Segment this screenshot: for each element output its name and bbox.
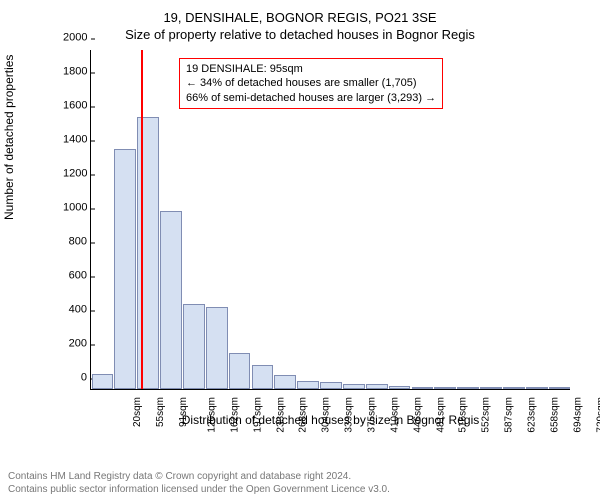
histogram-bar [412,387,434,389]
x-tick: 623sqm [528,393,538,433]
histogram-bar [274,375,296,389]
y-tick: 800 [63,237,91,248]
footer-line: Contains HM Land Registry data © Crown c… [8,470,390,483]
histogram-bar [503,387,525,389]
x-tick: 410sqm [390,393,400,433]
y-tick: 0 [63,373,91,384]
histogram-bar [297,381,319,390]
x-tick: 162sqm [230,393,240,433]
x-tick: 658sqm [550,393,560,433]
x-tick: 91sqm [179,393,189,427]
x-tick: 126sqm [208,393,218,433]
y-tick: 1800 [63,67,91,78]
x-tick: 197sqm [253,393,263,433]
histogram-bar [434,387,456,389]
x-tick: 339sqm [345,393,355,433]
histogram-bar [320,382,342,389]
footer-attribution: Contains HM Land Registry data © Crown c… [8,470,390,496]
histogram-bar [343,384,365,389]
x-tick: 375sqm [368,393,378,433]
footer-line: Contains public sector information licen… [8,483,390,496]
histogram-bar [183,304,205,389]
x-tick: 552sqm [482,393,492,433]
histogram-bar [229,353,251,389]
histogram-bar [206,307,228,389]
histogram-bar [160,211,182,390]
x-tick: 446sqm [413,393,423,433]
marker-line [141,50,143,389]
histogram-chart: Number of detached properties 19 DENSIHA… [60,50,570,420]
x-tick: 268sqm [299,393,309,433]
y-tick: 1200 [63,169,91,180]
histogram-bar [457,387,479,389]
histogram-bar [480,387,502,389]
y-tick: 1000 [63,203,91,214]
x-tick: 481sqm [436,393,446,433]
x-tick: 587sqm [505,393,515,433]
histogram-bar [252,365,274,389]
y-axis-label: Number of detached properties [2,55,16,220]
title-line1: 19, DENSIHALE, BOGNOR REGIS, PO21 3SE [0,0,600,25]
histogram-bar [92,374,114,389]
x-tick: 233sqm [276,393,286,433]
histogram-bar [526,387,548,389]
y-tick: 600 [63,271,91,282]
x-tick: 729sqm [596,393,600,433]
histogram-bar [549,387,571,389]
x-tick: 304sqm [322,393,332,433]
plot-area: 19 DENSIHALE: 95sqm← 34% of detached hou… [90,50,570,390]
histogram-bar [114,149,136,389]
x-tick: 516sqm [459,393,469,433]
y-tick: 200 [63,339,91,350]
histogram-bar [366,384,388,389]
annotation-line: 66% of semi-detached houses are larger (… [186,91,436,105]
y-tick: 1600 [63,101,91,112]
y-tick: 400 [63,305,91,316]
histogram-bar [389,386,411,389]
annotation-line: ← 34% of detached houses are smaller (1,… [186,76,436,90]
x-tick: 694sqm [573,393,583,433]
y-tick: 1400 [63,135,91,146]
annotation-box: 19 DENSIHALE: 95sqm← 34% of detached hou… [179,58,443,109]
x-tick: 20sqm [133,393,143,427]
x-tick: 55sqm [156,393,166,427]
annotation-line: 19 DENSIHALE: 95sqm [186,62,436,76]
y-tick: 2000 [63,33,91,44]
